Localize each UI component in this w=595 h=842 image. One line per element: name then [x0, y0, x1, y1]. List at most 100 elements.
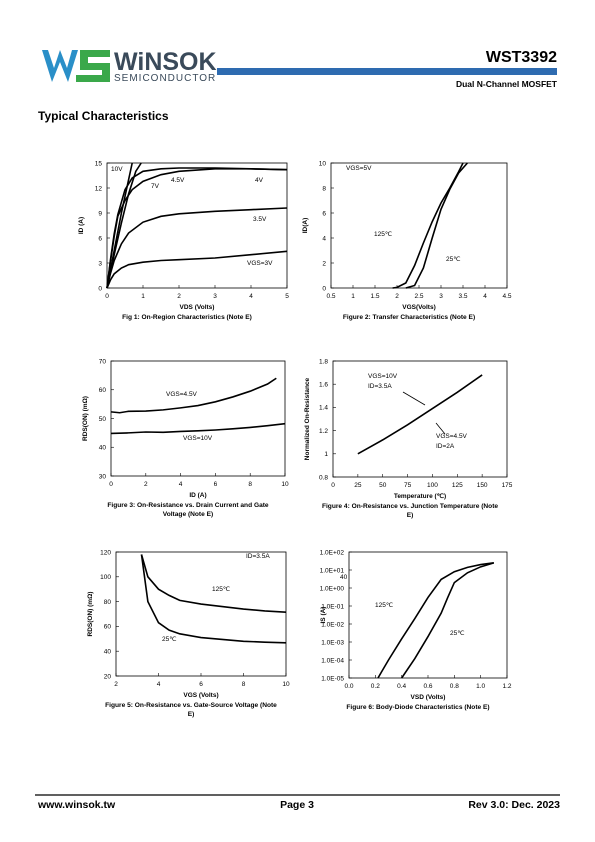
y-tick-label: 9 [98, 210, 102, 217]
x-tick-label: 0 [105, 293, 109, 300]
plot-frame [110, 360, 286, 477]
annotation: VGS=5V [346, 165, 372, 172]
x-tick-label: 4 [179, 481, 183, 488]
x-tick-label: 2 [177, 293, 181, 300]
x-tick-label: 2 [144, 481, 148, 488]
series-label: 3.5V [253, 216, 267, 223]
y-tick-label: 1.0E+02 [320, 549, 345, 556]
x-tick-label: 4 [483, 293, 487, 300]
figure-caption: Figure 6: Body-Diode Characteristics (No… [346, 704, 490, 711]
x-axis-label: ID (A) [189, 492, 206, 499]
part-number: WST3392 [486, 49, 557, 66]
x-tick-label: 8 [242, 681, 246, 688]
x-axis-label: Temperature (℃) [394, 492, 446, 500]
x-tick-label: 2 [395, 293, 399, 300]
figure-caption: Figure 4: On-Resistance vs. Junction Tem… [321, 503, 499, 519]
figure-caption: Fig 1: On-Region Characteristics (Note E… [122, 314, 252, 321]
annotation: 40 [340, 574, 348, 581]
annotation: VGS=10V [368, 373, 398, 380]
series-line [357, 374, 483, 455]
logo-sub: SEMICONDUCTOR [114, 73, 216, 84]
y-tick-label: 1.8 [319, 358, 328, 365]
annotation: ID=3.5A [368, 383, 392, 390]
series-label: 125℃ [375, 602, 394, 609]
y-tick-label: 50 [99, 416, 107, 423]
figure-caption: Figure 5: On-Resistance vs. Gate-Source … [105, 702, 277, 718]
x-tick-label: 0.4 [397, 683, 406, 690]
x-axis-label: VSD (Volts) [411, 694, 446, 701]
series-line [140, 554, 287, 644]
series-line [401, 562, 495, 679]
x-tick-label: 100 [427, 482, 438, 489]
x-tick-label: 0.6 [423, 683, 432, 690]
x-tick-label: 1.2 [502, 683, 511, 690]
x-tick-label: 25 [354, 482, 362, 489]
y-axis-label: ID(A) [302, 218, 309, 234]
series-line [377, 562, 494, 679]
series-line [106, 168, 288, 289]
series-line [140, 554, 287, 613]
x-tick-label: 50 [379, 482, 387, 489]
x-tick-label: 6 [199, 681, 203, 688]
annotation: VGS=4.5V [436, 433, 468, 440]
y-axis-label: RDS(ON) (mΩ) [82, 396, 89, 441]
x-tick-label: 3 [439, 293, 443, 300]
x-tick-label: 10 [281, 481, 289, 488]
x-tick-label: 0 [331, 482, 335, 489]
logo-name: WiNSOK [114, 48, 217, 76]
y-tick-label: 1.0E-04 [321, 657, 344, 664]
x-tick-label: 75 [404, 482, 412, 489]
x-tick-label: 2.5 [414, 293, 423, 300]
section-title: Typical Characteristics [38, 109, 169, 123]
series-label: 10V [111, 166, 123, 173]
footer-revision: Rev 3.0: Dec. 2023 [468, 799, 560, 811]
y-tick-label: 0 [322, 285, 326, 292]
arrow [435, 422, 446, 435]
x-tick-label: 4.5 [502, 293, 511, 300]
y-tick-label: 0 [98, 285, 102, 292]
y-tick-label: 8 [322, 185, 326, 192]
x-tick-label: 5 [285, 293, 289, 300]
series-line [106, 207, 288, 289]
x-tick-label: 0.8 [450, 683, 459, 690]
y-tick-label: 10 [319, 160, 327, 167]
y-tick-label: 1.2 [319, 428, 328, 435]
plot-frame [330, 162, 508, 289]
y-axis-label: IS (A) [320, 607, 327, 624]
x-tick-label: 125 [452, 482, 463, 489]
x-tick-label: 6 [214, 481, 218, 488]
series-label: 25℃ [446, 256, 461, 263]
series-label: 7V [151, 183, 160, 190]
series-line [110, 377, 277, 414]
series-line [110, 422, 286, 435]
x-axis-label: VDS (Volts) [180, 304, 215, 311]
x-tick-label: 2 [114, 681, 118, 688]
y-tick-label: 30 [99, 473, 107, 480]
y-tick-label: 1.0E-01 [321, 603, 344, 610]
y-tick-label: 60 [99, 387, 107, 394]
y-tick-label: 20 [104, 673, 112, 680]
x-tick-label: 3.5 [458, 293, 467, 300]
series-line [106, 162, 142, 289]
series-label: 25℃ [162, 636, 177, 643]
x-tick-label: 150 [477, 482, 488, 489]
y-tick-label: 70 [99, 358, 107, 365]
series-label: 4.5V [171, 177, 185, 184]
series-label: 125℃ [212, 586, 231, 593]
y-tick-label: 40 [104, 649, 112, 656]
series-line [106, 250, 288, 289]
y-axis-label: ID (A) [78, 217, 85, 234]
x-axis-label: VGS(Volts) [402, 304, 435, 311]
y-tick-label: 120 [100, 549, 111, 556]
x-tick-label: 0.5 [326, 293, 335, 300]
y-tick-label: 40 [99, 445, 107, 452]
series-label: VGS=4.5V [166, 391, 198, 398]
arrow [402, 391, 426, 406]
x-tick-label: 0.0 [344, 683, 353, 690]
x-tick-label: 10 [282, 681, 290, 688]
y-tick-label: 1.0E-02 [321, 621, 344, 628]
x-axis-label: VGS (Volts) [183, 692, 218, 699]
y-tick-label: 100 [100, 574, 111, 581]
x-tick-label: 0 [109, 481, 113, 488]
